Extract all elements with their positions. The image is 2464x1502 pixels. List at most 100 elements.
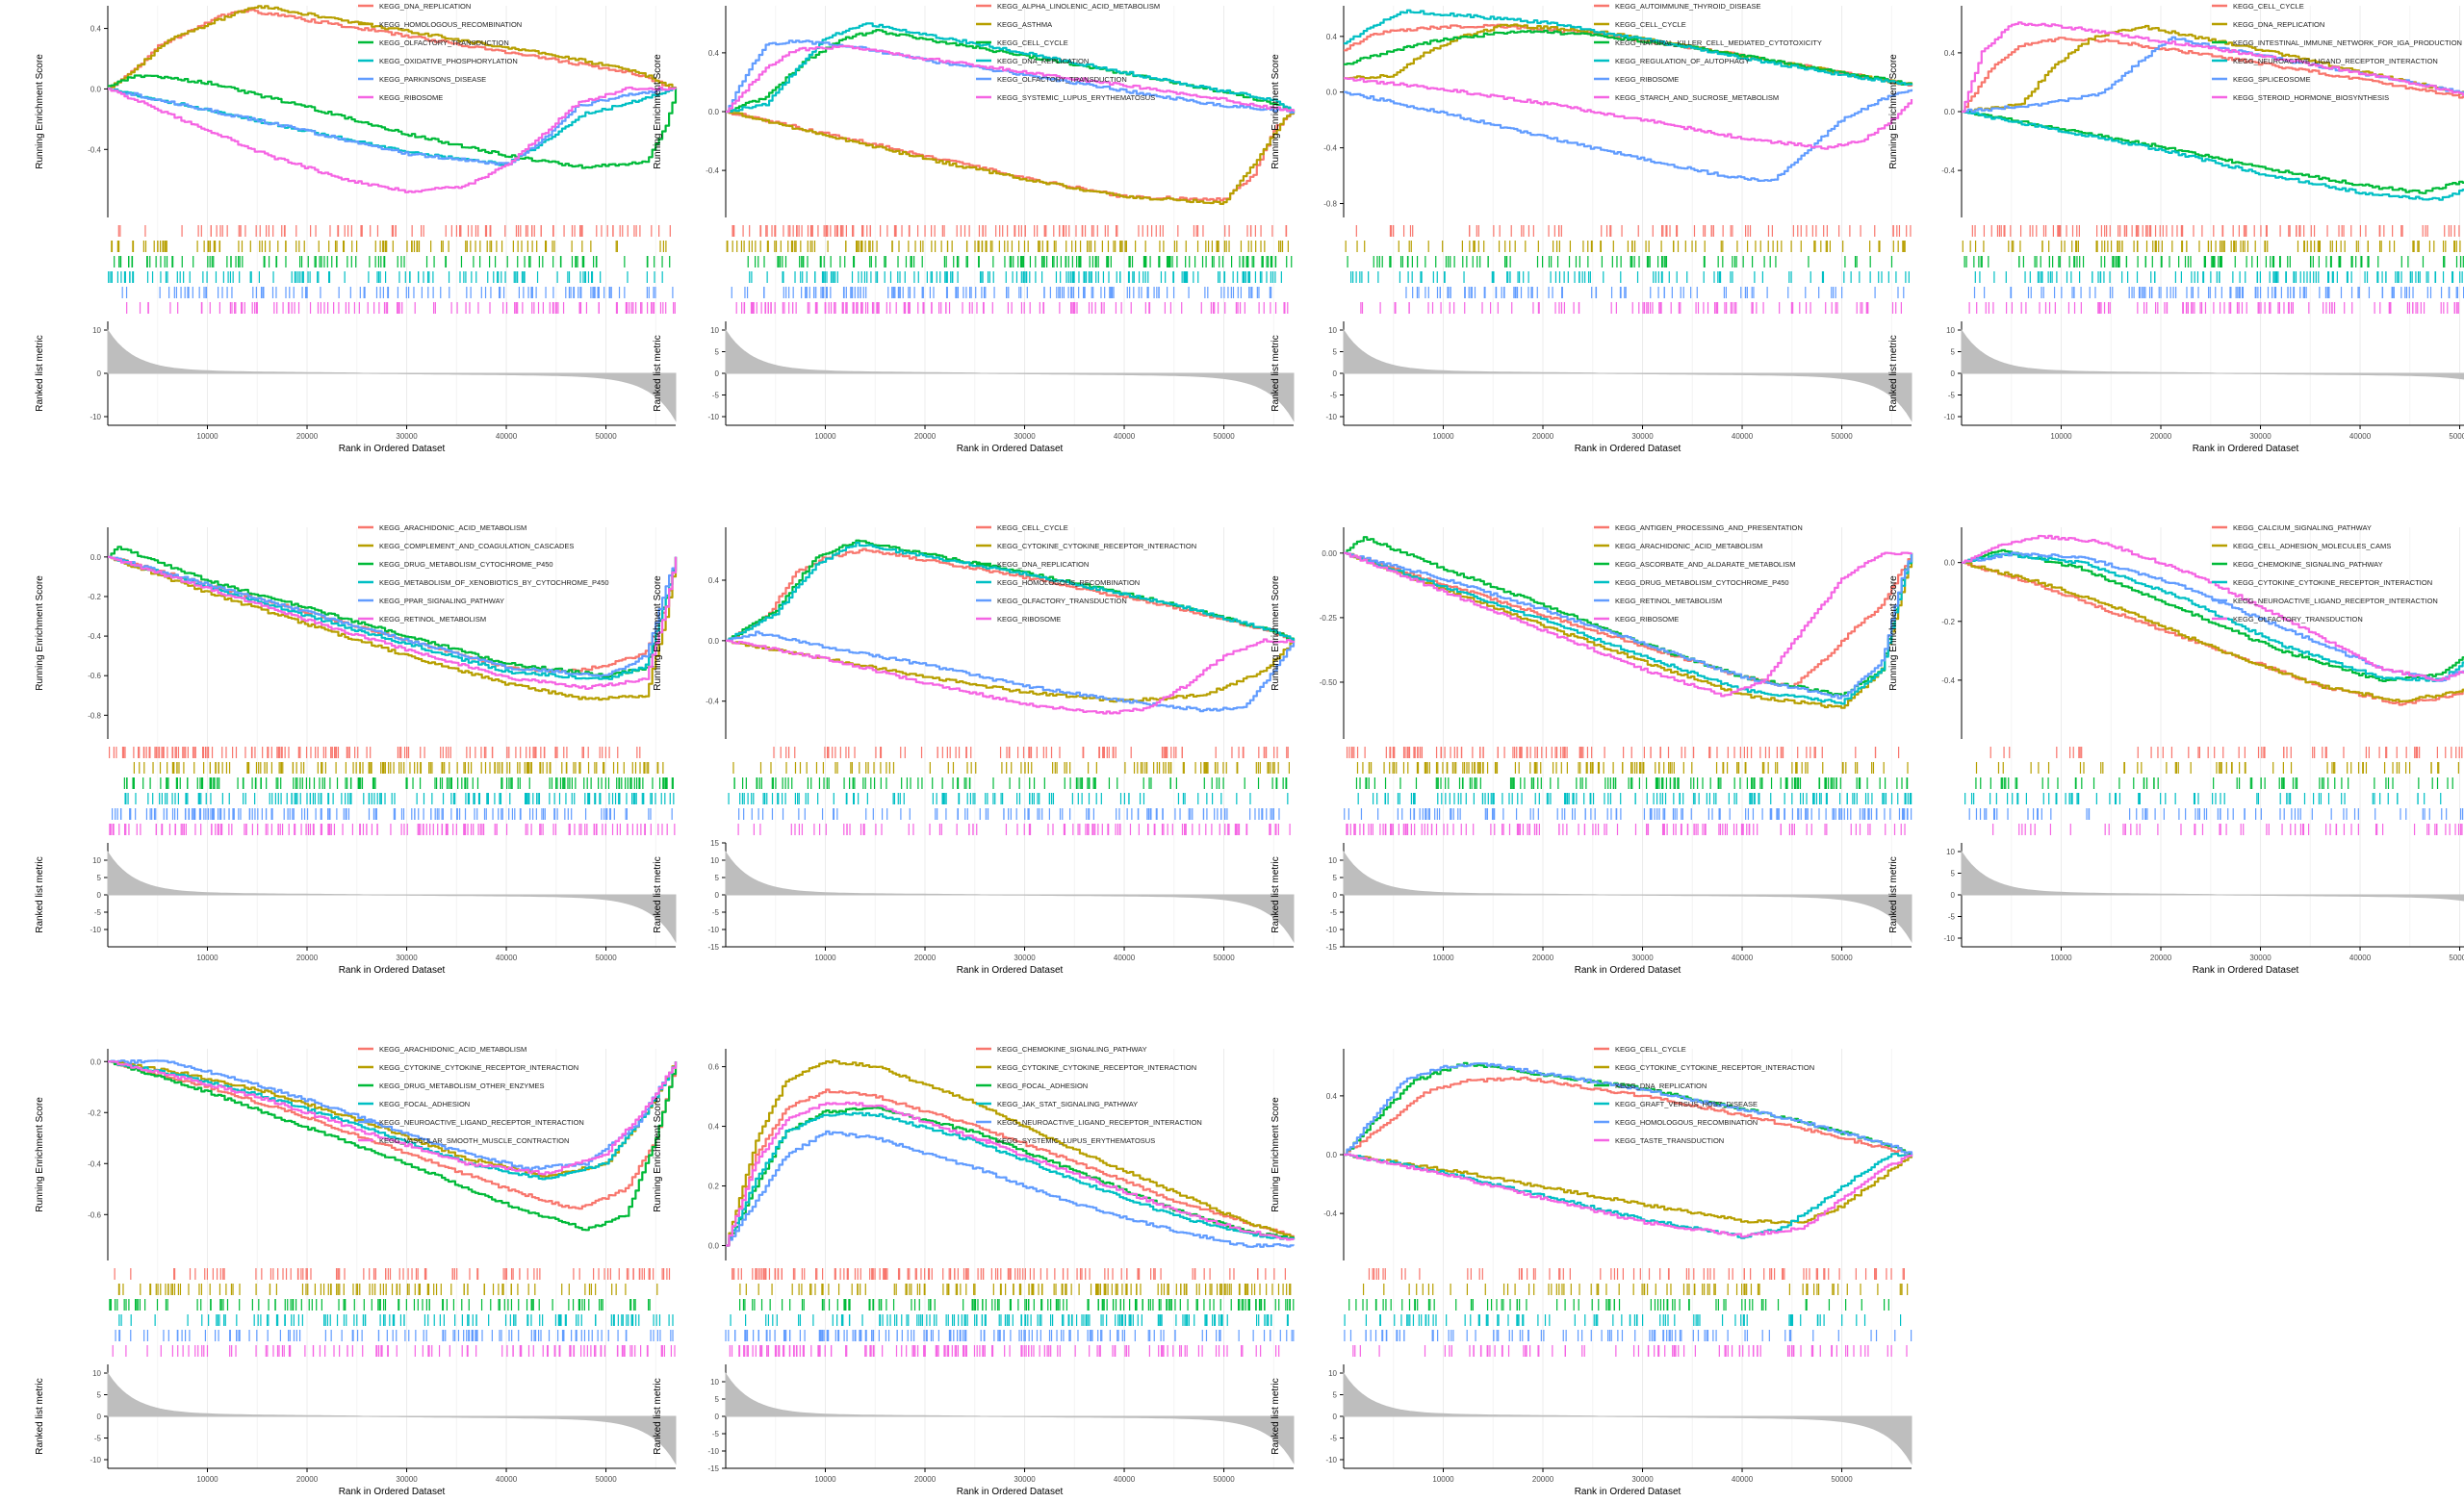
metric-y-tick-label: 0	[97, 369, 102, 378]
x-axis-title: Rank in Ordered Dataset	[957, 444, 1064, 454]
metric-y-tick-label: 10	[92, 326, 101, 335]
es-y-tick-label: -0.4	[706, 166, 719, 175]
legend-label-3: KEGG_OLFACTORY_TRANSDUCTION	[379, 38, 509, 47]
metric-y-tick-label: 10	[92, 856, 101, 865]
metric-y-tick-label: 0	[97, 891, 102, 900]
legend-label-5: KEGG_PPAR_SIGNALING_PATHWAY	[379, 597, 504, 605]
es-y-axis-title: Running Enrichment Score	[1270, 54, 1281, 169]
hit-marks-series-1	[732, 225, 1288, 237]
hit-marks-series-4	[124, 793, 675, 804]
metric-y-tick-label: 5	[715, 348, 720, 357]
hit-marks-series-1	[1355, 225, 1912, 237]
x-tick-label: 20000	[296, 954, 319, 962]
es-line-series-1	[1344, 551, 1913, 689]
x-axis-title: Rank in Ordered Dataset	[339, 444, 446, 454]
es-line-series-2	[108, 555, 678, 701]
x-tick-label: 30000	[396, 432, 418, 441]
legend-label-4: KEGG_HOMOLOGOUS_RECOMBINATION	[997, 578, 1140, 587]
legend-label-2: KEGG_HOMOLOGOUS_RECOMBINATION	[379, 20, 522, 29]
ranked-metric-area	[725, 851, 1295, 944]
legend-label-6: KEGG_RIBOSOME	[1615, 615, 1679, 624]
legend-label-6: KEGG_RIBOSOME	[997, 615, 1061, 624]
x-tick-label: 40000	[496, 954, 518, 962]
legend-label-1: KEGG_ANTIGEN_PROCESSING_AND_PRESENTATION	[1615, 523, 1803, 532]
x-tick-label: 50000	[595, 954, 617, 962]
es-y-tick-label: 0.0	[90, 85, 102, 93]
legend-label-3: KEGG_ASCORBATE_AND_ALDARATE_METABOLISM	[1615, 560, 1796, 569]
es-line-series-5	[1344, 89, 1913, 182]
hit-marks-series-2	[732, 762, 1291, 774]
x-tick-label: 20000	[914, 954, 937, 962]
es-line-series-2	[1344, 551, 1913, 709]
es-y-tick-label: -0.25	[1320, 614, 1338, 623]
es-y-tick-label: 0.4	[90, 25, 102, 34]
es-line-series-4	[1962, 110, 2464, 201]
metric-y-tick-label: 0	[1333, 369, 1338, 378]
legend-label-4: KEGG_REGULATION_OF_AUTOPHAGY	[1615, 57, 1750, 65]
es-y-axis-title: Running Enrichment Score	[653, 575, 663, 691]
es-line-series-1	[726, 547, 1296, 642]
es-y-tick-label: -0.50	[1320, 678, 1338, 687]
metric-y-tick-label: 5	[97, 874, 102, 882]
es-y-tick-label: -0.4	[88, 632, 101, 641]
ranked-metric-area	[1961, 328, 2464, 380]
es-line-series-2	[726, 639, 1296, 703]
metric-y-tick-label: 5	[715, 874, 720, 882]
es-line-series-3	[108, 74, 678, 169]
es-line-series-1	[726, 110, 1296, 202]
hit-marks-series-4	[1974, 271, 2463, 283]
es-line-series-2	[726, 110, 1296, 205]
x-tick-label: 20000	[296, 432, 319, 441]
hit-marks-series-6	[1346, 824, 1906, 835]
legend-label-2: KEGG_DNA_REPLICATION	[2233, 20, 2324, 29]
legend-label-3: KEGG_CELL_CYCLE	[997, 38, 1068, 47]
legend-label-3: KEGG_DNA_REPLICATION	[997, 560, 1089, 569]
legend-label-5: KEGG_OLFACTORY_TRANSDUCTION	[997, 597, 1127, 605]
es-y-tick-label: -0.8	[88, 711, 101, 720]
hit-marks-series-1	[108, 747, 641, 758]
es-y-axis-title: Running Enrichment Score	[1888, 54, 1899, 169]
es-y-tick-label: 0.0	[1326, 89, 1338, 97]
legend-label-3: KEGG_NATURAL_KILLER_CELL_MEDIATED_CYTOTO…	[1615, 38, 1822, 47]
legend-label-4: KEGG_DRUG_METABOLISM_CYTOCHROME_P450	[1615, 578, 1789, 587]
hit-marks-series-5	[121, 287, 674, 298]
x-tick-label: 10000	[814, 954, 836, 962]
legend-label-2: KEGG_COMPLEMENT_AND_COAGULATION_CASCADES	[379, 542, 574, 550]
legend-label-2: KEGG_CYTOKINE_CYTOKINE_RECEPTOR_INTERACT…	[997, 542, 1196, 550]
hit-marks-series-2	[726, 241, 1289, 252]
metric-y-tick-label: -5	[1948, 392, 1956, 400]
gsea-panel-d: 0.4 0.0 -0.4 Running Enrichment Score KEGG_C…	[1888, 2, 2464, 454]
gsea-panel-a: 0.4 0.0 -0.4 Running Enrichment Score KEGG_D…	[35, 2, 678, 454]
hit-marks-series-3	[733, 777, 1288, 789]
es-line-series-4	[1344, 9, 1913, 86]
hit-marks-series-6	[737, 824, 1291, 835]
metric-y-tick-label: 0	[715, 891, 720, 900]
es-line-series-6	[108, 86, 678, 193]
hit-marks-series-6	[109, 824, 676, 835]
legend-label-6: KEGG_SYSTEMIC_LUPUS_ERYTHEMATOSUS	[997, 93, 1155, 102]
gsea-panel-f: 0.4 0.0 -0.4 Running Enrichment Score KEGG_C…	[653, 523, 1296, 976]
metric-y-tick-label: -10	[90, 926, 101, 934]
hit-marks-series-6	[735, 302, 1289, 314]
es-y-tick-label: 0.4	[1944, 49, 1956, 58]
ranked-metric-area	[1343, 328, 1912, 422]
metric-y-tick-label: 10	[710, 326, 719, 335]
es-y-axis-title: Running Enrichment Score	[35, 54, 45, 169]
hit-marks-series-6	[1968, 302, 2459, 314]
gsea-panel-c: 0.4 0.0 -0.4 -0.8 Running Enrichment Score KE…	[1270, 2, 1913, 454]
legend-label-6: KEGG_RIBOSOME	[379, 93, 443, 102]
es-line-series-6	[1344, 551, 1913, 698]
ranked-metric-area	[725, 328, 1295, 422]
metric-y-tick-label: 0	[1951, 369, 1956, 378]
hit-marks-series-2	[1356, 762, 1909, 774]
hit-marks-series-1	[1971, 225, 2460, 237]
hit-marks-series-3	[1347, 256, 1893, 267]
es-line-series-2	[108, 5, 678, 90]
x-tick-label: 10000	[196, 954, 218, 962]
legend-label-1: KEGG_CELL_CYCLE	[2233, 2, 2304, 11]
legend-label-5: KEGG_PARKINSONS_DISEASE	[379, 75, 486, 84]
x-tick-label: 10000	[814, 432, 836, 441]
x-tick-label: 50000	[595, 432, 617, 441]
legend-label-3: KEGG_INTESTINAL_IMMUNE_NETWORK_FOR_IGA_P…	[2233, 38, 2462, 47]
